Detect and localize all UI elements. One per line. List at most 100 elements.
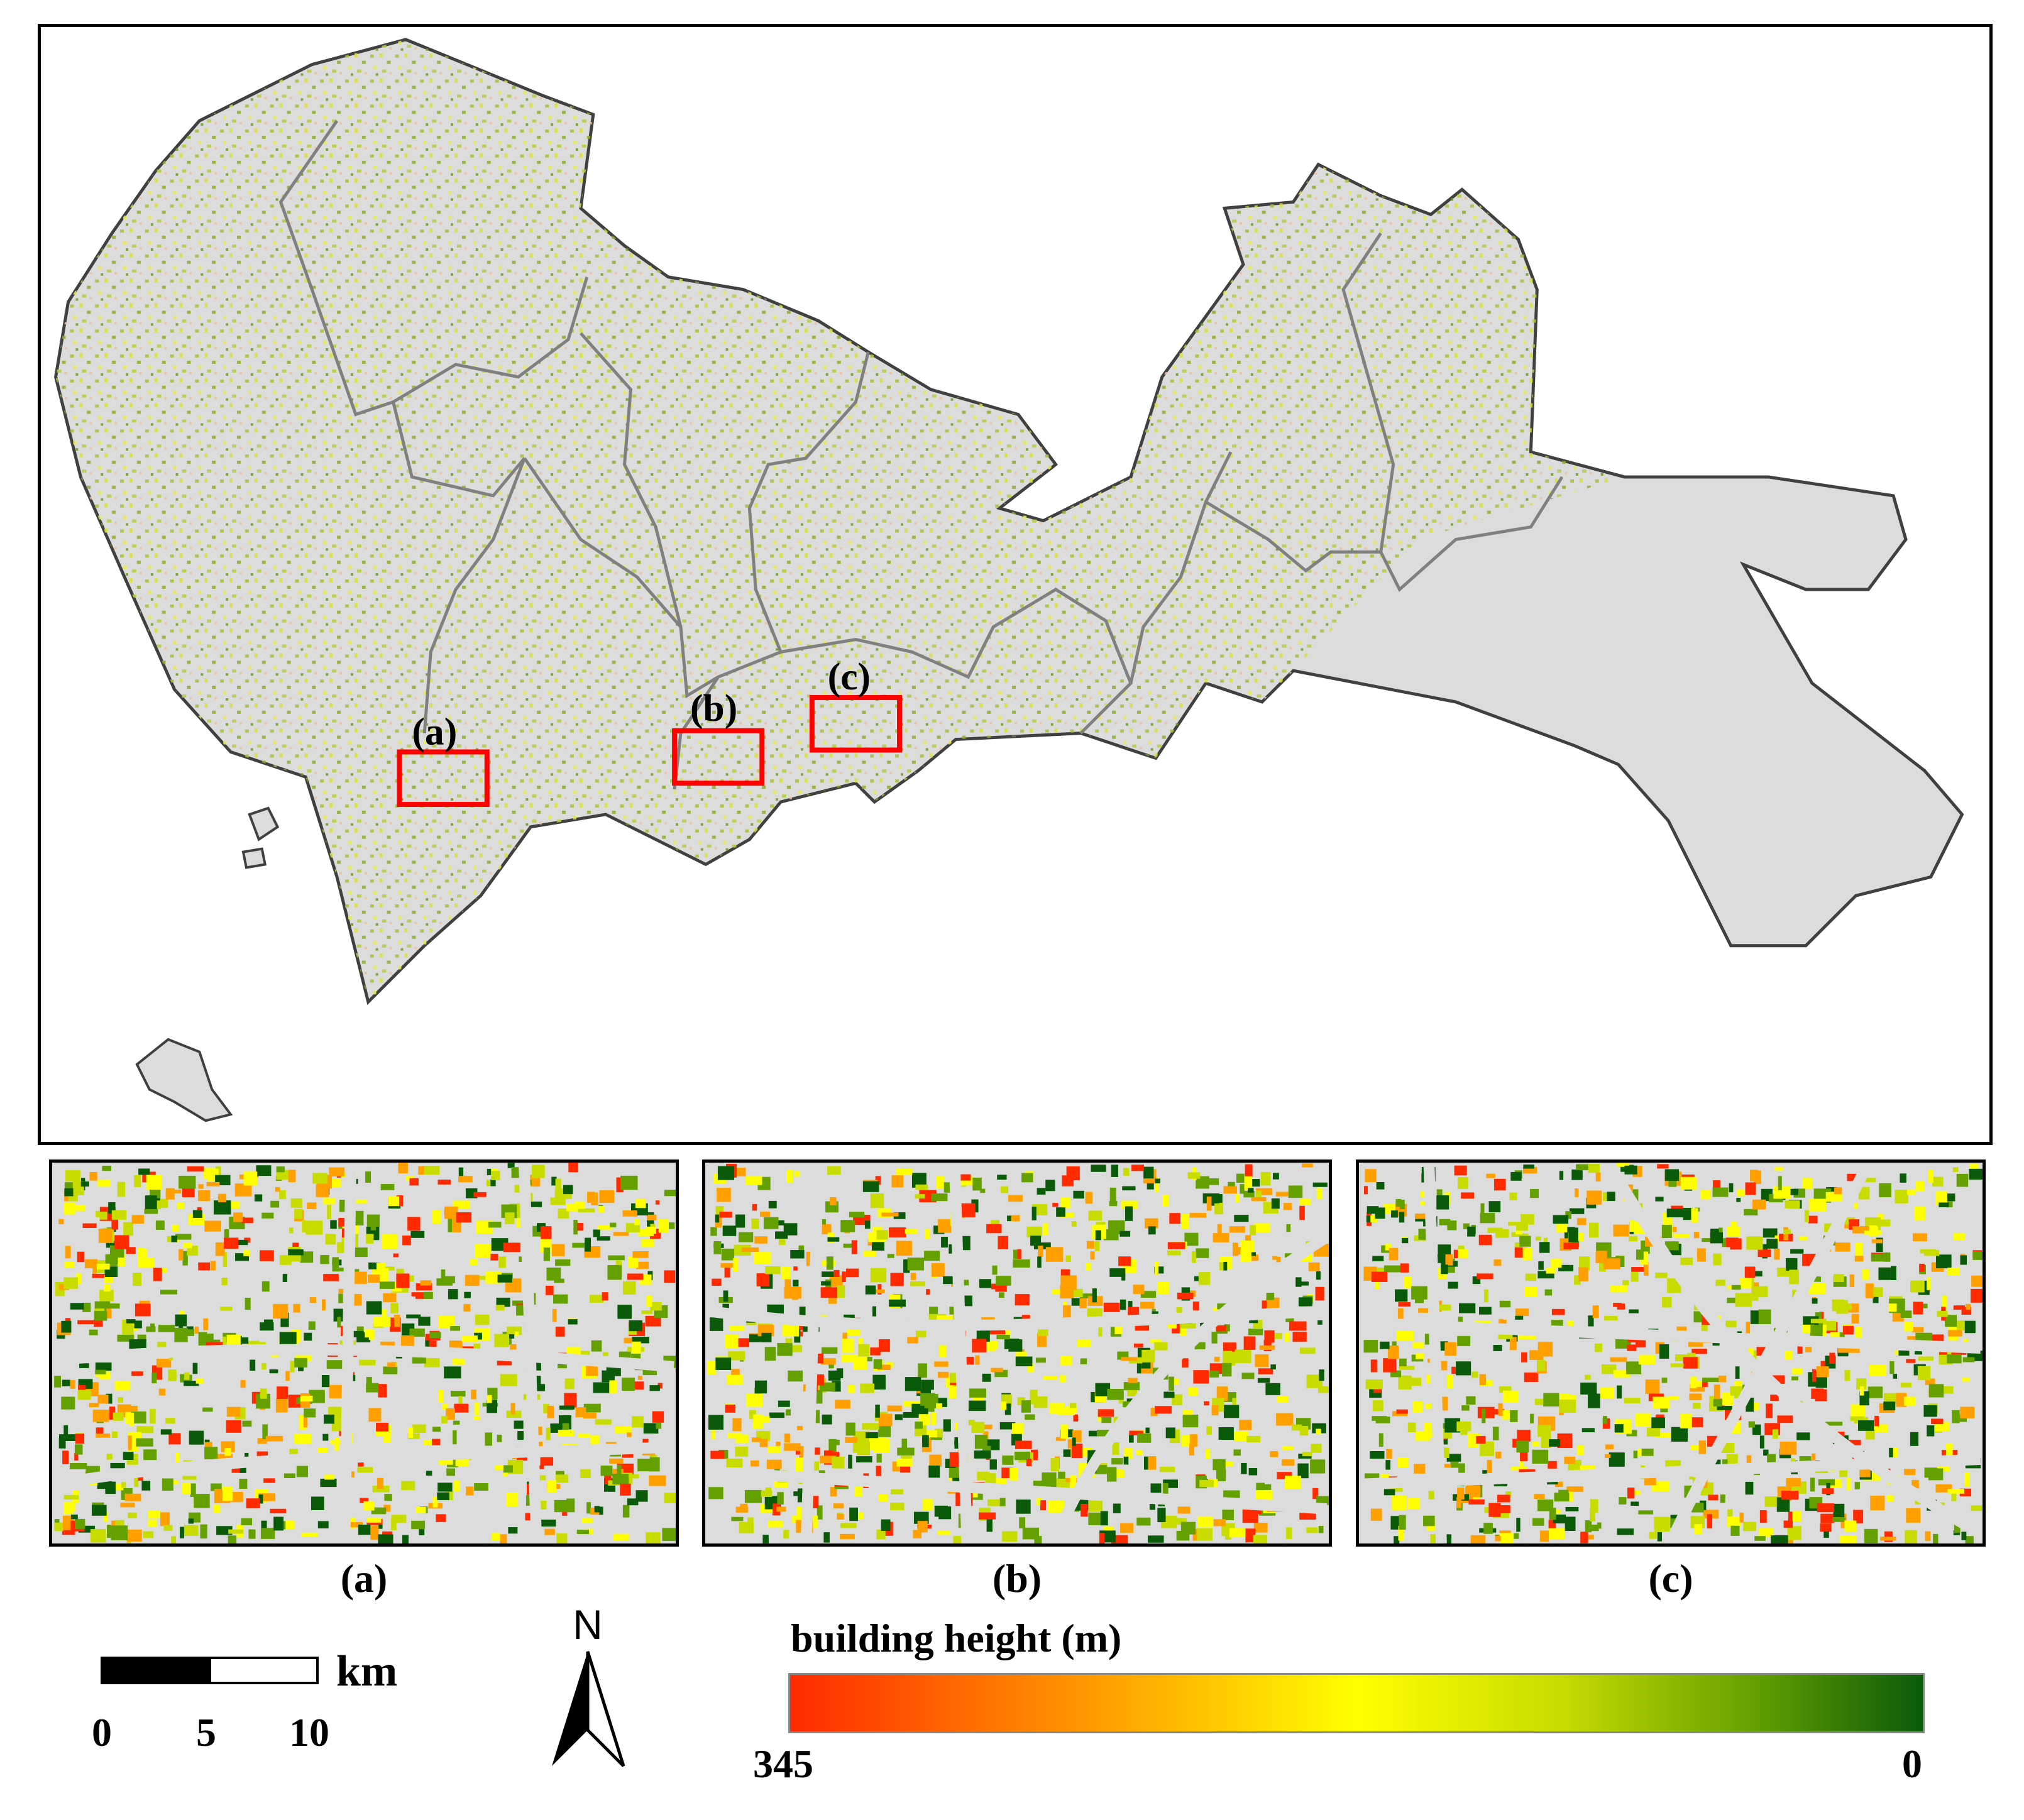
building	[109, 1406, 116, 1420]
building	[754, 1252, 771, 1264]
building	[1917, 1366, 1931, 1381]
building	[910, 1281, 925, 1286]
building	[1065, 1255, 1071, 1262]
building	[1935, 1422, 1949, 1432]
building	[905, 1377, 921, 1391]
building	[646, 1532, 661, 1543]
building	[1399, 1358, 1407, 1367]
building	[710, 1227, 717, 1236]
main-map-svg: (a) (b) (c)	[54, 38, 1964, 1122]
building	[1211, 1332, 1218, 1344]
building	[1189, 1213, 1206, 1218]
building	[1004, 1403, 1011, 1415]
building	[1673, 1234, 1690, 1239]
building	[487, 1400, 498, 1413]
building	[407, 1217, 421, 1231]
building	[1410, 1378, 1422, 1386]
building	[1162, 1194, 1169, 1207]
building	[1298, 1297, 1312, 1307]
building	[131, 1215, 144, 1224]
building	[776, 1442, 781, 1446]
building	[1198, 1272, 1211, 1285]
building	[1017, 1249, 1021, 1259]
building	[294, 1209, 303, 1219]
building	[1520, 1450, 1528, 1461]
building	[977, 1471, 990, 1481]
building	[1631, 1491, 1641, 1495]
building	[628, 1256, 639, 1268]
building	[761, 1415, 770, 1423]
building	[1399, 1366, 1415, 1370]
building	[1851, 1404, 1866, 1419]
building	[1316, 1271, 1321, 1280]
building	[420, 1280, 432, 1286]
building	[1447, 1374, 1454, 1389]
building	[396, 1195, 404, 1207]
building	[1857, 1420, 1874, 1431]
building	[849, 1212, 865, 1218]
building	[635, 1199, 646, 1209]
building	[1380, 1341, 1390, 1349]
building	[1196, 1248, 1209, 1258]
building	[475, 1314, 490, 1325]
building	[204, 1220, 221, 1232]
building	[583, 1403, 601, 1413]
building	[1511, 1232, 1522, 1237]
building	[1745, 1182, 1756, 1195]
building	[767, 1521, 784, 1528]
north-arrow-right	[586, 1651, 625, 1767]
building	[150, 1323, 155, 1327]
building	[1436, 1189, 1443, 1197]
building	[1613, 1224, 1629, 1237]
building	[1097, 1409, 1114, 1417]
building	[939, 1345, 947, 1357]
building	[1853, 1203, 1858, 1209]
building	[598, 1206, 605, 1213]
building	[1783, 1229, 1791, 1234]
building	[812, 1515, 818, 1528]
building	[1499, 1386, 1512, 1393]
building	[171, 1236, 177, 1242]
building	[833, 1269, 840, 1277]
building	[402, 1535, 409, 1543]
building	[829, 1197, 837, 1205]
building	[63, 1202, 76, 1215]
building	[146, 1175, 162, 1190]
building	[641, 1310, 652, 1314]
building	[1576, 1445, 1585, 1455]
building	[1001, 1401, 1007, 1410]
building	[840, 1523, 857, 1528]
building	[1680, 1176, 1698, 1190]
building	[1680, 1258, 1693, 1265]
building	[1109, 1200, 1118, 1207]
building	[1493, 1259, 1502, 1266]
building	[415, 1506, 426, 1514]
building	[1013, 1249, 1020, 1259]
building	[187, 1166, 204, 1172]
building	[1966, 1303, 1971, 1310]
building	[1961, 1532, 1967, 1540]
building	[952, 1476, 966, 1483]
building	[215, 1242, 225, 1256]
building	[1571, 1169, 1583, 1180]
building	[878, 1413, 893, 1427]
building	[715, 1357, 732, 1370]
building	[1867, 1386, 1883, 1398]
building	[198, 1332, 207, 1346]
building	[63, 1502, 74, 1515]
building	[1759, 1510, 1767, 1523]
building	[1241, 1373, 1255, 1379]
building	[1136, 1517, 1151, 1526]
building	[1441, 1264, 1448, 1275]
building	[551, 1244, 565, 1256]
building	[1643, 1261, 1649, 1276]
building	[234, 1183, 252, 1197]
building	[1789, 1269, 1799, 1285]
building	[202, 1407, 213, 1412]
building	[1437, 1254, 1448, 1263]
building	[1037, 1188, 1046, 1195]
building	[828, 1364, 834, 1369]
building	[597, 1236, 610, 1241]
building	[1964, 1472, 1970, 1487]
road	[339, 1163, 357, 1543]
